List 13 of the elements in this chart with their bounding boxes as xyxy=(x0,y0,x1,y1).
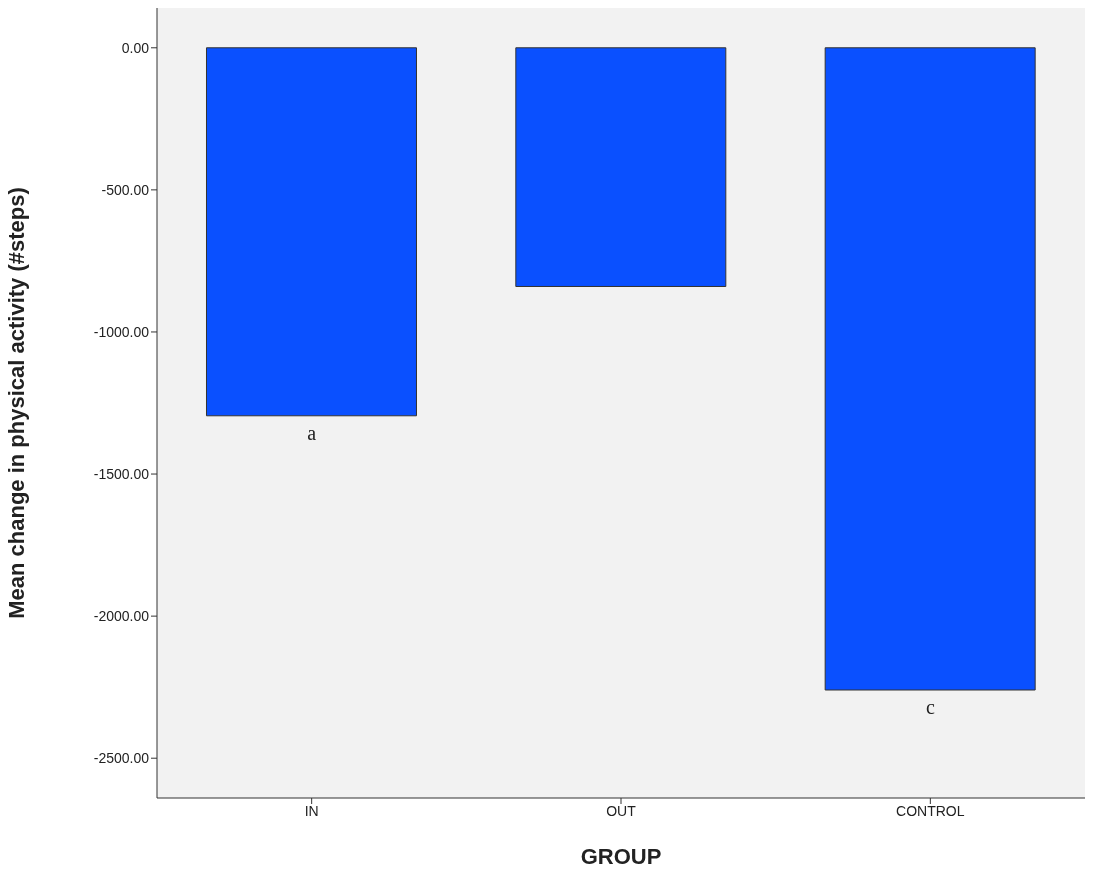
y-tick-label: -2500.00 xyxy=(93,750,150,767)
y-tick-label: -500.00 xyxy=(101,181,150,198)
x-tick-label: OUT xyxy=(606,802,637,819)
y-tick-label: -1000.00 xyxy=(93,323,150,340)
x-tick-label: CONTROL xyxy=(896,802,965,819)
y-axis-title: Mean change in physical activity (#steps) xyxy=(3,187,29,619)
annotation: c xyxy=(925,696,935,719)
annotation: a xyxy=(307,421,317,444)
y-tick-label: -2000.00 xyxy=(93,608,150,625)
x-axis-title: GROUP xyxy=(580,844,662,869)
y-tick-label: -1500.00 xyxy=(93,466,150,483)
y-tick-label: 0.00 xyxy=(121,39,150,56)
x-tick-label: IN xyxy=(304,802,319,819)
